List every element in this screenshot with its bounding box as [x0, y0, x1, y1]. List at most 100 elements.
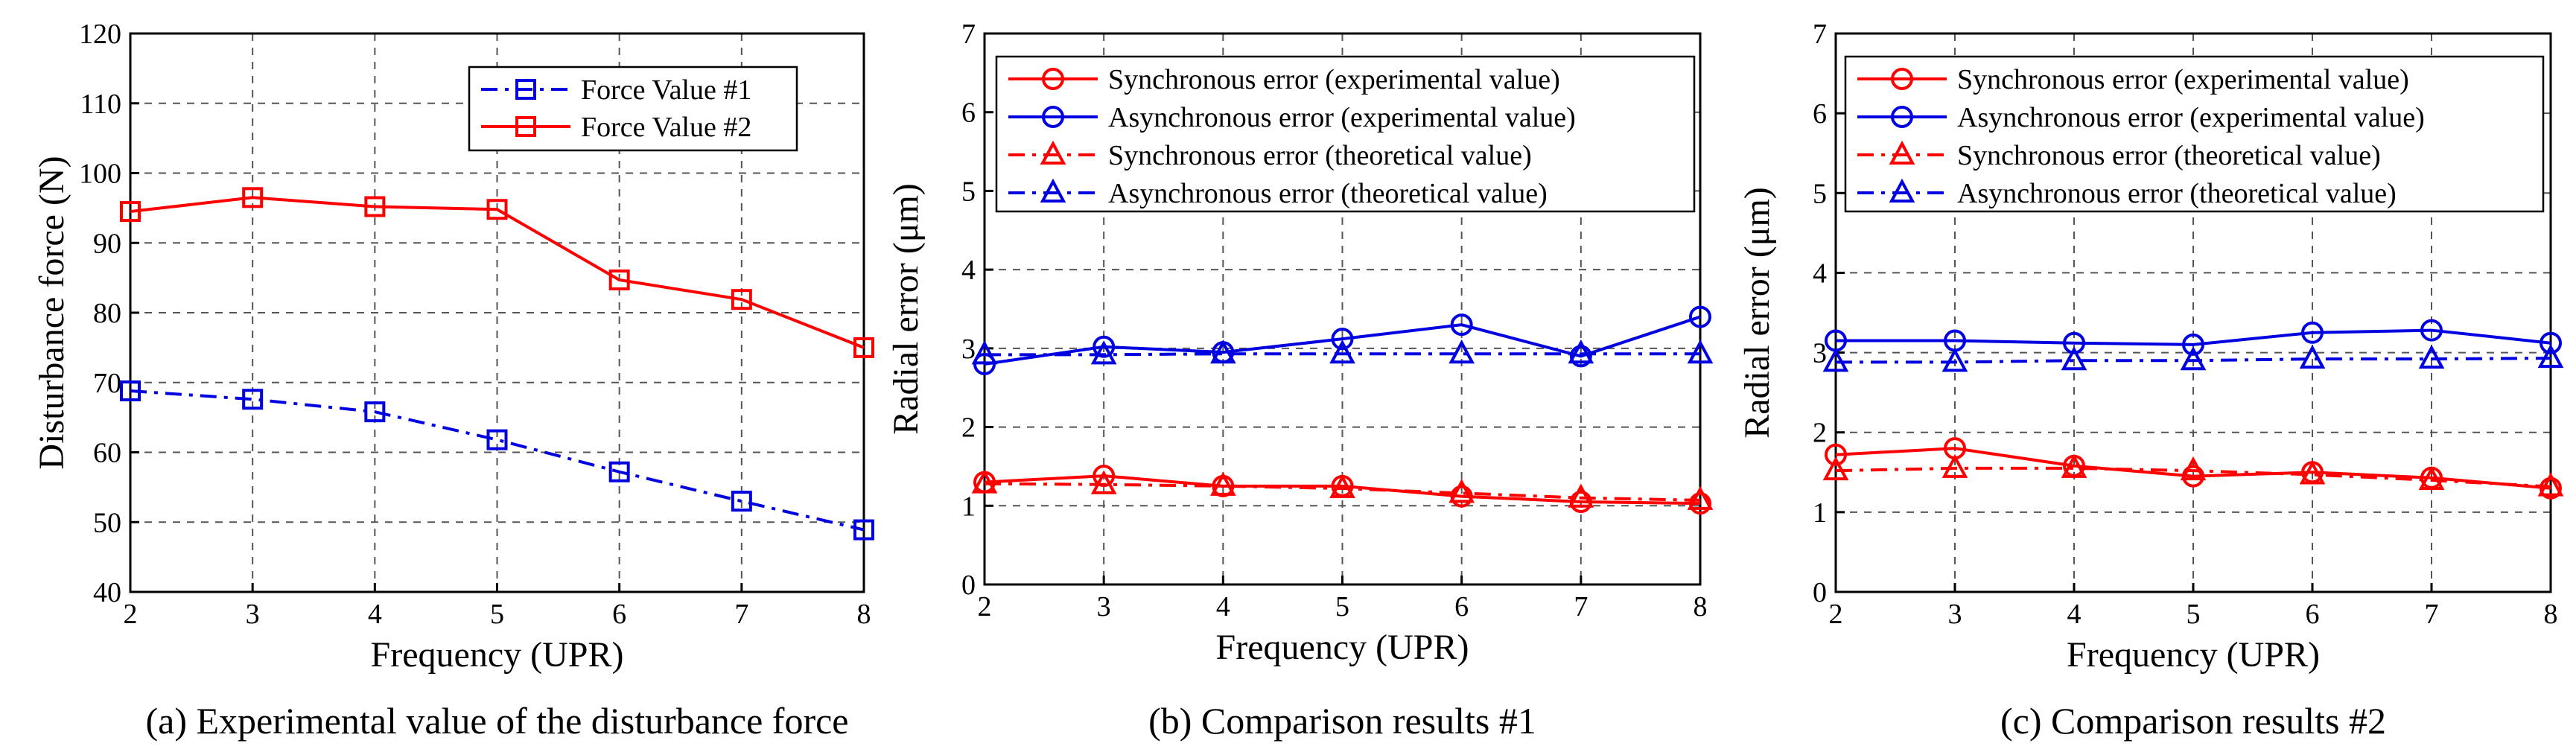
data-point-square: [364, 401, 386, 423]
data-point-square: [731, 491, 752, 512]
series-line-2: [984, 315, 1701, 366]
x-tick-label: 7: [2425, 599, 2439, 630]
x-tick-label: 2: [978, 591, 992, 622]
series-line-2: [130, 196, 865, 349]
data-point-triangle: [1941, 348, 1968, 372]
y-tick-label: 100: [79, 159, 121, 190]
x-tick-label: 7: [734, 599, 748, 630]
data-point-triangle: [1448, 479, 1475, 503]
legend: Synchronous error (experimental value) As…: [1844, 55, 2545, 213]
legend-marker-triangle: [1040, 140, 1066, 165]
x-tick-label: 8: [857, 599, 871, 630]
x-tick-label: 5: [1335, 591, 1349, 622]
data-point-circle: [1569, 345, 1592, 368]
y-tick-label: 1: [961, 491, 976, 522]
y-tick-label: 3: [961, 334, 976, 365]
data-point-circle: [1689, 492, 1711, 515]
y-tick-label: 40: [93, 577, 121, 608]
legend-label: Force Value #1: [581, 74, 751, 106]
data-point-circle: [1689, 305, 1711, 328]
y-tick-label: 90: [93, 228, 121, 259]
legend-label: Synchronous error (theoretical value): [1957, 140, 2381, 171]
data-point-triangle: [1568, 340, 1594, 364]
data-point-triangle: [1822, 456, 1849, 481]
legend-marker-circle: [1891, 106, 1913, 128]
data-point-triangle: [2299, 344, 2326, 369]
y-tick-label: 6: [961, 98, 976, 129]
data-point-circle: [1093, 335, 1116, 358]
y-tick-label: 7: [1813, 19, 1827, 50]
y-tick-label: 60: [93, 438, 121, 469]
x-tick-label: 7: [1574, 591, 1588, 622]
x-tick-label: 5: [2187, 599, 2201, 630]
data-point-triangle: [2061, 346, 2087, 371]
x-tick-label: 6: [612, 599, 626, 630]
data-point-circle: [2182, 333, 2204, 356]
x-tick-label: 8: [1694, 591, 1708, 622]
x-tick-label: 3: [1948, 599, 1962, 630]
legend-box: [995, 55, 1696, 213]
data-point-circle: [1450, 313, 1473, 337]
x-tick-label: 4: [2067, 599, 2082, 630]
y-tick-label: 7: [961, 19, 976, 50]
series-line-3: [1835, 466, 2551, 488]
y-tick-label: 5: [961, 176, 976, 207]
data-point-triangle: [2299, 460, 2326, 485]
data-point-triangle: [1090, 340, 1117, 365]
x-tick-label: 2: [1829, 599, 1843, 630]
x-tick-label: 2: [124, 599, 138, 630]
data-point-triangle: [2537, 472, 2564, 497]
y-axis-label: Disturbance force (N): [32, 156, 71, 469]
y-tick-label: 0: [1813, 577, 1827, 608]
series-line-1: [1835, 447, 2551, 490]
x-tick-label: 6: [1454, 591, 1469, 622]
data-point-triangle: [1209, 340, 1236, 364]
y-axis-label: Radial error (μm): [886, 183, 926, 435]
series-line-4: [1836, 357, 2551, 364]
data-point-triangle: [2537, 343, 2564, 369]
x-tick-label: 5: [490, 599, 504, 630]
data-point-square: [242, 389, 264, 410]
data-point-triangle: [1329, 340, 1355, 364]
data-point-triangle: [971, 469, 998, 494]
legend-marker-triangle: [1889, 178, 1915, 203]
data-point-circle: [2301, 321, 2324, 344]
x-tick-label: 3: [246, 599, 260, 630]
x-tick-label: 4: [1216, 591, 1230, 622]
x-tick-label: 3: [1097, 591, 1111, 622]
data-point-triangle: [2061, 453, 2087, 478]
data-point-triangle: [1941, 453, 1968, 478]
legend: Force Value #1 Force Value #2: [468, 66, 798, 152]
data-point-circle: [2420, 319, 2443, 342]
legend-marker-triangle: [1889, 140, 1915, 165]
chart-caption: (c) Comparison results #2: [2000, 700, 2386, 742]
series-line-2: [1836, 328, 2551, 346]
legend-box: [1844, 55, 2545, 213]
y-tick-label: 110: [80, 89, 121, 120]
legend-label: Asynchronous error (theoretical value): [1108, 178, 1548, 209]
data-point-triangle: [1687, 340, 1714, 364]
legend-marker-circle: [1042, 106, 1064, 128]
data-point-circle: [1825, 443, 1847, 466]
legend-marker-triangle: [1040, 178, 1066, 203]
legend-label: Asynchronous error (experimental value): [1957, 102, 2425, 133]
y-tick-label: 120: [79, 19, 121, 50]
data-point-circle: [2540, 331, 2562, 354]
y-tick-label: 4: [961, 255, 976, 286]
x-tick-label: 8: [2544, 599, 2558, 630]
legend-label: Force Value #2: [581, 112, 751, 143]
y-tick-label: 0: [961, 570, 976, 601]
legend-label: Asynchronous error (experimental value): [1108, 102, 1576, 133]
y-axis-label: Radial error (μm): [1737, 187, 1777, 439]
legend-marker-square: [515, 116, 536, 137]
data-point-triangle: [1687, 485, 1714, 510]
y-tick-label: 2: [961, 412, 976, 444]
y-tick-label: 2: [1813, 418, 1827, 449]
chart-caption: (b) Comparison results #1: [1148, 700, 1536, 742]
data-point-square: [120, 380, 141, 401]
x-axis-label: Frequency (UPR): [371, 635, 624, 675]
chart-panel-2: 2 3 4 5 6 7 8 0 1 2 3 4 5 6 7 Frequency (UPR) Radial err…: [886, 19, 1714, 742]
y-tick-label: 4: [1813, 258, 1827, 289]
x-axis-label: Frequency (UPR): [1216, 628, 1469, 667]
legend-marker-square: [515, 79, 536, 100]
